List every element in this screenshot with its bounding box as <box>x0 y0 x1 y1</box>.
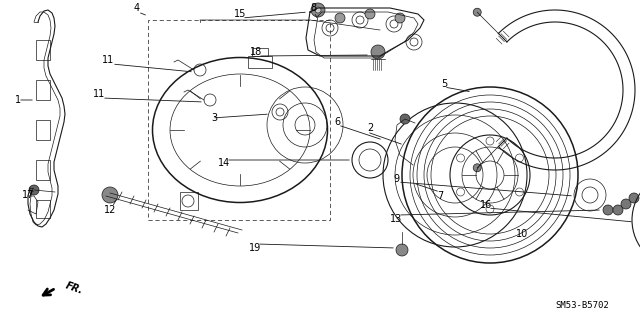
Text: 7: 7 <box>437 191 443 201</box>
Text: 6: 6 <box>334 117 340 127</box>
Text: 11: 11 <box>93 89 105 99</box>
Text: 1: 1 <box>15 95 21 105</box>
Circle shape <box>400 114 410 124</box>
Circle shape <box>311 3 325 17</box>
Text: SM53-B5702: SM53-B5702 <box>555 301 609 310</box>
Circle shape <box>335 13 345 23</box>
Circle shape <box>473 164 481 172</box>
Text: 19: 19 <box>249 243 261 253</box>
Circle shape <box>629 193 639 203</box>
Circle shape <box>613 205 623 215</box>
Bar <box>36 200 50 218</box>
Text: 9: 9 <box>393 174 399 184</box>
Bar <box>180 192 198 210</box>
Text: 8: 8 <box>310 3 316 13</box>
Text: 12: 12 <box>104 205 116 215</box>
Text: 15: 15 <box>234 9 246 19</box>
Bar <box>36 120 50 140</box>
Text: 5: 5 <box>441 79 447 89</box>
Circle shape <box>395 13 405 23</box>
Circle shape <box>102 187 118 203</box>
Circle shape <box>29 185 39 195</box>
Bar <box>36 160 50 180</box>
Text: 11: 11 <box>102 55 114 65</box>
Circle shape <box>473 8 481 16</box>
Circle shape <box>371 45 385 59</box>
Text: 16: 16 <box>480 200 492 210</box>
Circle shape <box>315 7 321 13</box>
Text: 17: 17 <box>22 190 34 200</box>
Circle shape <box>365 9 375 19</box>
Circle shape <box>621 199 631 209</box>
Text: FR.: FR. <box>64 280 84 296</box>
Circle shape <box>603 205 613 215</box>
Bar <box>148 20 330 220</box>
Circle shape <box>396 244 408 256</box>
Text: 13: 13 <box>390 214 402 224</box>
Bar <box>252 48 268 56</box>
Text: 4: 4 <box>134 3 140 13</box>
Text: 18: 18 <box>250 47 262 57</box>
Text: 3: 3 <box>211 113 217 123</box>
Bar <box>248 56 272 68</box>
Text: 10: 10 <box>516 229 528 239</box>
Bar <box>36 40 50 60</box>
Bar <box>36 80 50 100</box>
Text: 2: 2 <box>367 123 373 133</box>
Text: 14: 14 <box>218 158 230 168</box>
